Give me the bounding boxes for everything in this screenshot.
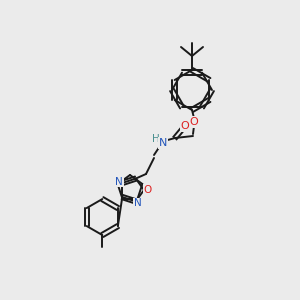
Text: O: O [190, 117, 198, 127]
Text: H: H [152, 134, 160, 144]
Text: O: O [181, 121, 189, 131]
Text: N: N [159, 138, 167, 148]
Text: O: O [144, 185, 152, 195]
Text: N: N [134, 198, 142, 208]
Text: N: N [116, 177, 123, 187]
